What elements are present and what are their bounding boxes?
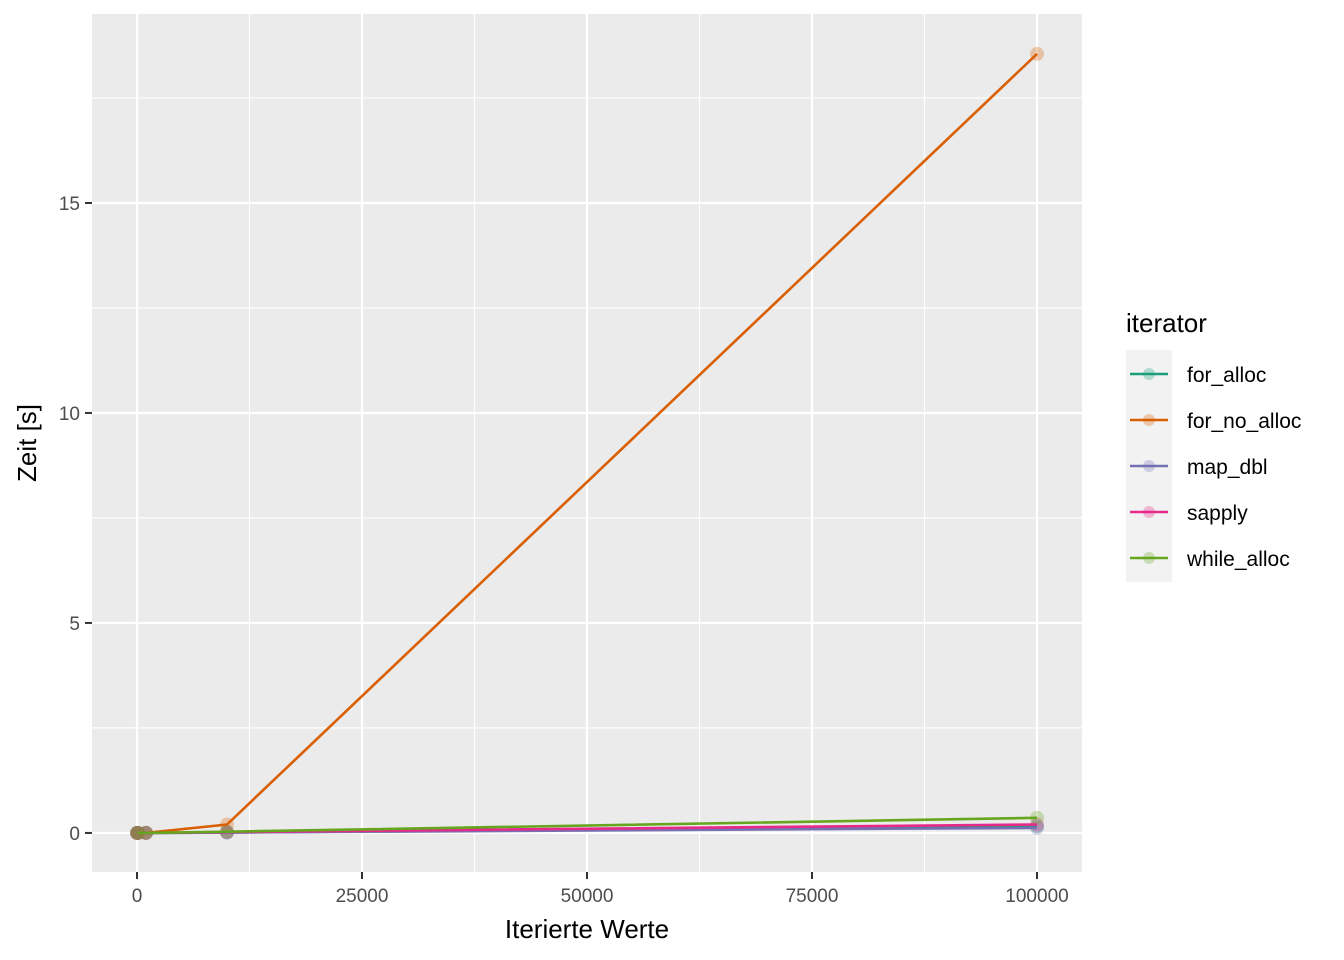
legend-label: sapply	[1187, 502, 1248, 525]
x-tick-label: 0	[132, 886, 143, 907]
legend-item-for_no_alloc: for_no_alloc	[1130, 410, 1301, 433]
legend-item-map_dbl: map_dbl	[1130, 456, 1268, 479]
legend-item-sapply: sapply	[1130, 502, 1248, 525]
x-tick-label: 100000	[1005, 886, 1068, 907]
legend-item-for_alloc: for_alloc	[1130, 364, 1266, 387]
x-axis: 0 25000 50000 75000 100000	[132, 872, 1069, 907]
legend-label: for_no_alloc	[1187, 410, 1301, 433]
x-axis-title: Iterierte Werte	[505, 914, 669, 944]
y-axis-title: Zeit [s]	[12, 404, 42, 482]
x-tick-label: 25000	[336, 886, 389, 907]
legend-item-while_alloc: while_alloc	[1130, 548, 1290, 571]
legend: iterator for_alloc for_no_alloc map_dblsap…	[1126, 308, 1301, 582]
legend-label: while_alloc	[1186, 548, 1290, 571]
series-map_dbl	[130, 820, 1044, 840]
legend-title: iterator	[1126, 308, 1207, 338]
legend-label: map_dbl	[1187, 456, 1268, 479]
y-tick-label: 15	[59, 194, 80, 215]
y-tick-label: 0	[69, 824, 80, 845]
grid-major	[92, 14, 1082, 872]
y-tick-label: 10	[59, 404, 80, 425]
y-axis: 0 5 10 15	[59, 194, 92, 845]
x-tick-label: 50000	[561, 886, 614, 907]
series-line-while_alloc	[137, 816, 1038, 835]
legend-label: for_alloc	[1187, 364, 1266, 387]
x-tick-label: 75000	[786, 886, 839, 907]
series-layer	[130, 46, 1044, 840]
y-tick-label: 5	[69, 614, 80, 635]
